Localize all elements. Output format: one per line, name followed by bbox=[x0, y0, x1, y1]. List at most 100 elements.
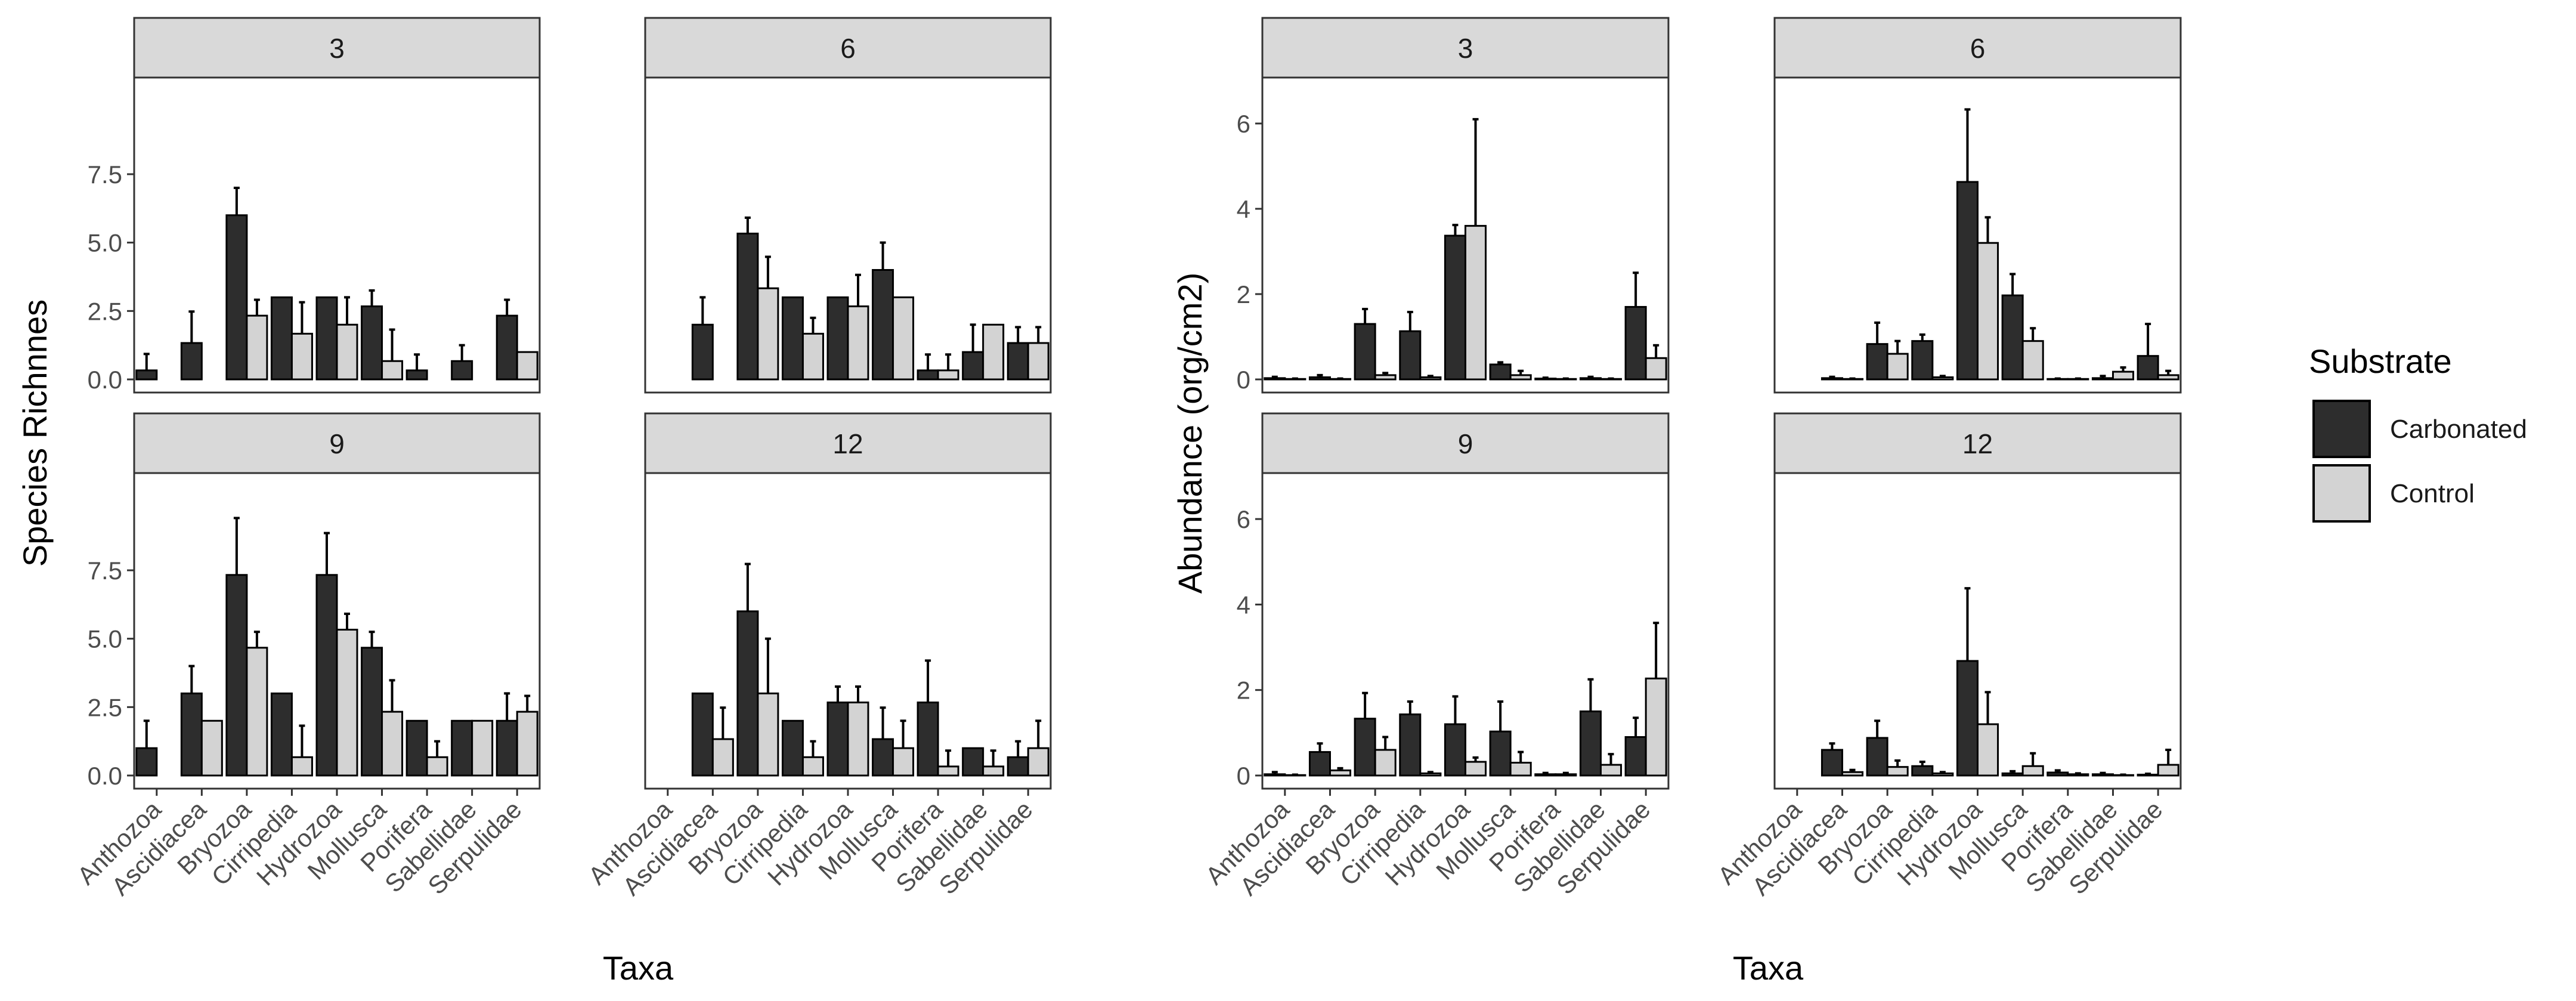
bar-control-serpulidae bbox=[1027, 342, 1049, 381]
bar-carbonated-hydrozoa bbox=[1956, 660, 1979, 777]
bar-carbonated-bryozoa bbox=[736, 233, 759, 381]
bar-control-bryozoa bbox=[1886, 353, 1909, 381]
bar-control-hydrozoa bbox=[1977, 723, 1999, 777]
y-tick-label: 0.0 bbox=[88, 366, 122, 394]
y-tick-label: 5.0 bbox=[88, 625, 122, 653]
bar-carbonated-sabellidae bbox=[1579, 710, 1602, 777]
facet-strip-label: 9 bbox=[1458, 428, 1473, 459]
bar-control-hydrozoa bbox=[1465, 761, 1487, 777]
bar-carbonated-anthozoa bbox=[1264, 773, 1286, 777]
facet-strip bbox=[1773, 412, 2182, 474]
bar-carbonated-mollusca bbox=[2001, 294, 2024, 381]
bar-carbonated-sabellidae bbox=[962, 351, 984, 381]
bar-carbonated-ascidiacea bbox=[691, 692, 714, 777]
bar-control-bryozoa bbox=[1374, 749, 1397, 777]
bar-carbonated-porifera bbox=[1534, 773, 1557, 777]
x-axis-title: Taxa bbox=[603, 949, 674, 987]
bar-carbonated-sabellidae bbox=[2091, 377, 2114, 381]
bar-carbonated-cirripedia bbox=[1399, 713, 1422, 777]
bar-carbonated-cirripedia bbox=[1911, 340, 1934, 381]
bar-control-mollusca bbox=[2021, 765, 2044, 777]
y-tick-label: 2.5 bbox=[88, 297, 122, 325]
y-tick-label: 7.5 bbox=[88, 557, 122, 585]
facet-strip bbox=[1261, 17, 1670, 79]
bar-control-hydrozoa bbox=[1977, 242, 1999, 381]
y-tick-label: 4 bbox=[1237, 591, 1250, 619]
bar-carbonated-serpulidae bbox=[1624, 305, 1647, 381]
facet-strip bbox=[1261, 412, 1670, 474]
bar-carbonated-porifera bbox=[917, 369, 939, 381]
y-tick-label: 6 bbox=[1237, 505, 1250, 533]
bar-control-serpulidae bbox=[2157, 764, 2179, 777]
bar-control-serpulidae bbox=[516, 710, 538, 777]
panel-frame bbox=[644, 76, 1052, 394]
bar-control-ascidiacea bbox=[1329, 769, 1352, 777]
bar-control-sabellidae bbox=[471, 719, 494, 777]
bar-control-bryozoa bbox=[246, 314, 268, 381]
legend-label: Carbonated bbox=[2390, 415, 2527, 444]
bar-carbonated-ascidiacea bbox=[1308, 751, 1331, 777]
bar-control-hydrozoa bbox=[336, 323, 358, 381]
bar-control-hydrozoa bbox=[1465, 225, 1487, 381]
bar-carbonated-anthozoa bbox=[135, 747, 158, 777]
panel-frame bbox=[1261, 76, 1670, 394]
bar-control-mollusca bbox=[892, 296, 915, 381]
y-tick-label: 0.0 bbox=[88, 762, 122, 790]
bar-control-serpulidae bbox=[1645, 357, 1667, 381]
bar-control-hydrozoa bbox=[847, 702, 869, 777]
bar-carbonated-bryozoa bbox=[1866, 737, 1888, 777]
bar-control-serpulidae bbox=[516, 351, 538, 381]
facet-strip-label: 6 bbox=[1970, 33, 1986, 64]
facet-strip-label: 12 bbox=[1962, 428, 1993, 459]
bar-control-porifera bbox=[1555, 773, 1577, 777]
bar-control-bryozoa bbox=[757, 692, 779, 777]
y-axis-title: Abundance (org/cm2) bbox=[1171, 273, 1209, 594]
y-tick-label: 5.0 bbox=[88, 229, 122, 257]
legend-key-control bbox=[2312, 464, 2371, 523]
bar-control-cirripedia bbox=[1419, 772, 1442, 777]
bar-control-serpulidae bbox=[2157, 374, 2179, 381]
bar-carbonated-sabellidae bbox=[1579, 377, 1602, 381]
bar-carbonated-porifera bbox=[405, 719, 428, 777]
bar-carbonated-sabellidae bbox=[451, 360, 473, 381]
bar-control-cirripedia bbox=[290, 332, 313, 381]
bar-carbonated-bryozoa bbox=[1354, 718, 1376, 777]
bar-carbonated-serpulidae bbox=[496, 719, 518, 777]
bar-control-cirripedia bbox=[1419, 376, 1442, 381]
bar-carbonated-cirripedia bbox=[781, 296, 804, 381]
bar-carbonated-cirripedia bbox=[1911, 765, 1934, 777]
bar-carbonated-sabellidae bbox=[962, 747, 984, 777]
y-tick-label: 0 bbox=[1237, 762, 1250, 790]
bar-control-cirripedia bbox=[290, 756, 313, 777]
bar-control-sabellidae bbox=[1600, 764, 1623, 777]
bar-control-ascidiacea bbox=[711, 738, 734, 777]
bar-carbonated-ascidiacea bbox=[180, 342, 203, 381]
x-axis-title: Taxa bbox=[1733, 949, 1804, 987]
bar-carbonated-sabellidae bbox=[2091, 773, 2114, 777]
bar-control-bryozoa bbox=[757, 287, 779, 381]
bar-carbonated-anthozoa bbox=[135, 369, 158, 381]
facet-strip-label: 3 bbox=[329, 33, 345, 64]
y-tick-label: 2 bbox=[1237, 676, 1250, 705]
bar-control-mollusca bbox=[381, 710, 404, 777]
y-tick-label: 4 bbox=[1237, 195, 1250, 223]
y-tick-label: 7.5 bbox=[88, 160, 122, 189]
bar-control-serpulidae bbox=[1645, 677, 1667, 777]
y-tick-label: 6 bbox=[1237, 110, 1250, 138]
bar-carbonated-bryozoa bbox=[1354, 323, 1376, 381]
bar-control-serpulidae bbox=[1027, 747, 1049, 777]
bar-control-mollusca bbox=[381, 360, 404, 381]
bar-carbonated-hydrozoa bbox=[1956, 181, 1979, 381]
bar-control-ascidiacea bbox=[1841, 771, 1864, 777]
panel-frame bbox=[133, 76, 541, 394]
bar-control-hydrozoa bbox=[336, 629, 358, 777]
bar-control-cirripedia bbox=[1931, 772, 1954, 777]
bar-carbonated-mollusca bbox=[872, 738, 894, 777]
bar-carbonated-mollusca bbox=[361, 647, 383, 777]
bar-carbonated-ascidiacea bbox=[691, 323, 714, 381]
facet-strip bbox=[133, 17, 541, 79]
bar-carbonated-hydrozoa bbox=[1444, 234, 1466, 381]
bar-control-sabellidae bbox=[2112, 370, 2135, 381]
bar-control-cirripedia bbox=[801, 756, 824, 777]
